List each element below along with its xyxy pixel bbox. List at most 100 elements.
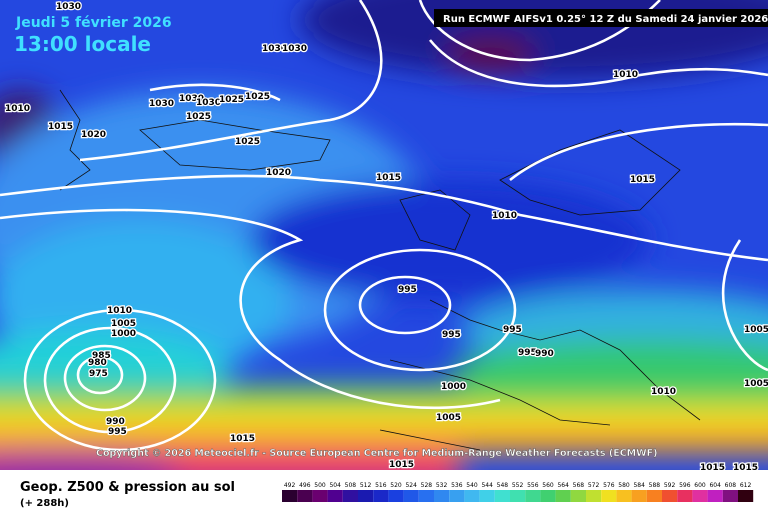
isobar-label: 1015 — [700, 463, 725, 473]
isobar-label: 1015 — [48, 122, 73, 132]
colorbar-label: 604 — [709, 482, 721, 489]
colorbar-swatch — [449, 490, 465, 502]
colorbar-swatch — [434, 490, 450, 502]
colorbar-label: 612 — [740, 482, 752, 489]
colorbar-label: 584 — [633, 482, 645, 489]
colorbar-label: 528 — [421, 482, 433, 489]
product-title: Geop. Z500 & pression au sol — [20, 480, 235, 495]
colorbar-swatch — [570, 490, 586, 502]
isobar-label: 1020 — [266, 168, 291, 178]
colorbar-swatch — [707, 490, 723, 502]
colorbar-swatch — [297, 490, 313, 502]
colorbar-swatch — [586, 490, 602, 502]
isobar-label: 995 — [398, 285, 417, 295]
isobar-labels: 1030 1010 1015 1020 1030 1030 1030 1025 … — [4, 1, 768, 473]
isobar-label: 980 — [88, 358, 107, 368]
isobar-label: 1025 — [219, 95, 244, 105]
isobar-label: 1005 — [436, 413, 461, 423]
colorbar: 492 496 500 504 508 512 516 520 524 528 532 536 540 5… — [282, 482, 754, 502]
isobar-label: 995 — [503, 325, 522, 335]
isobar-label: 1005 — [111, 319, 136, 329]
colorbar-swatch — [388, 490, 404, 502]
colorbar-swatch — [540, 490, 556, 502]
colorbar-swatch — [312, 490, 328, 502]
isobar-label: 1030 — [282, 44, 307, 54]
colorbar-swatch — [358, 490, 374, 502]
colorbar-swatch — [479, 490, 495, 502]
colorbar-swatch — [555, 490, 571, 502]
colorbar-label: 524 — [405, 482, 417, 489]
colorbar-label: 588 — [649, 482, 661, 489]
colorbar-swatch — [403, 490, 419, 502]
isobar-label: 1025 — [235, 137, 260, 147]
colorbar-label: 532 — [436, 482, 448, 489]
colorbar-label: 556 — [527, 482, 539, 489]
isobar-label: 1015 — [230, 434, 255, 444]
isobar-label: 1020 — [81, 130, 106, 140]
isobar-label: 1010 — [5, 104, 30, 114]
colorbar-label: 568 — [573, 482, 585, 489]
colorbar-swatch — [342, 490, 358, 502]
colorbar-label: 516 — [375, 482, 387, 489]
colorbar-label: 592 — [664, 482, 676, 489]
colorbar-label: 500 — [314, 482, 326, 489]
colorbar-swatch — [327, 490, 343, 502]
isobar-label: 1000 — [441, 382, 466, 392]
forecast-date: Jeudi 5 février 2026 — [15, 15, 172, 31]
isobar-label: 1010 — [492, 211, 517, 221]
colorbar-swatch — [510, 490, 526, 502]
isobar-label: 1015 — [733, 463, 758, 473]
colorbar-label: 512 — [360, 482, 372, 489]
colorbar-label: 540 — [466, 482, 478, 489]
isobars — [0, 0, 768, 452]
isobar-label: 1010 — [107, 306, 132, 316]
colorbar-swatch — [418, 490, 434, 502]
isobar-label: 1015 — [376, 173, 401, 183]
colorbar-swatch — [373, 490, 389, 502]
colorbar-label: 536 — [451, 482, 463, 489]
colorbar-label: 576 — [603, 482, 615, 489]
isobar-label: 1030 — [179, 94, 204, 104]
colorbar-label: 596 — [679, 482, 691, 489]
colorbar-swatch — [464, 490, 480, 502]
isobar-label: 1010 — [651, 387, 676, 397]
colorbar-label: 552 — [512, 482, 524, 489]
colorbar-swatch — [631, 490, 647, 502]
colorbar-swatch — [677, 490, 693, 502]
colorbar-label: 548 — [497, 482, 509, 489]
isobar-label: 995 — [108, 427, 127, 437]
colorbar-swatch — [692, 490, 708, 502]
isobar-label: 975 — [89, 369, 108, 379]
forecast-time: 13:00 locale — [14, 32, 151, 56]
isobar-label: 1000 — [111, 329, 136, 339]
copyright: Copyright © 2026 Meteociel.fr - Source E… — [96, 448, 657, 459]
colorbar-swatch — [662, 490, 678, 502]
isobar-label: 1030 — [149, 99, 174, 109]
colorbar-label: 508 — [345, 482, 357, 489]
colorbar-label: 520 — [390, 482, 402, 489]
colorbar-label: 544 — [481, 482, 493, 489]
colorbar-label: 496 — [299, 482, 311, 489]
colorbar-label: 504 — [329, 482, 341, 489]
colorbar-label: 600 — [694, 482, 706, 489]
lead-time: (+ 288h) — [20, 498, 69, 509]
isobar-label: 1005 — [744, 379, 768, 389]
colorbar-label: 492 — [284, 482, 296, 489]
colorbar-label: 564 — [557, 482, 569, 489]
isobar-label: 1030 — [262, 44, 287, 54]
run-banner — [434, 9, 768, 27]
isobar-label: 995 — [518, 348, 537, 358]
colorbar-swatch — [738, 490, 754, 502]
isobar-label: 995 — [442, 330, 461, 340]
run-info: Run ECMWF AIFSv1 0.25° 12 Z du Samedi 24… — [443, 14, 768, 25]
colorbar-swatch — [525, 490, 541, 502]
map-field: 1030 1010 1015 1020 1030 1030 1030 1025 … — [0, 0, 768, 473]
colorbar-swatch — [616, 490, 632, 502]
coastlines — [59, 89, 701, 451]
colorbar-swatch — [494, 490, 510, 502]
isobar-label: 1005 — [744, 325, 768, 335]
isobar-label: 1015 — [389, 460, 414, 470]
isobar-label: 1025 — [245, 92, 270, 102]
colorbar-label: 608 — [725, 482, 737, 489]
